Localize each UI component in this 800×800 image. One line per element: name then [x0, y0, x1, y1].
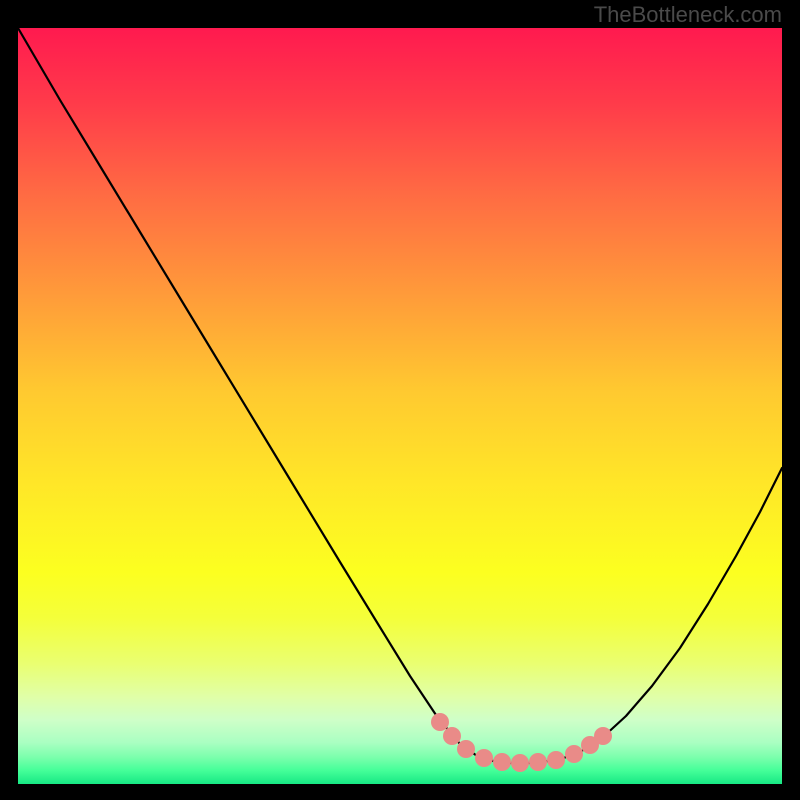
optimal-marker — [475, 749, 493, 767]
bottleneck-chart — [0, 0, 800, 800]
watermark-text: TheBottleneck.com — [594, 2, 782, 28]
optimal-marker — [457, 740, 475, 758]
optimal-marker — [493, 753, 511, 771]
plot-background-gradient — [18, 28, 782, 784]
optimal-marker — [443, 727, 461, 745]
optimal-marker — [511, 754, 529, 772]
optimal-marker — [565, 745, 583, 763]
optimal-marker — [594, 727, 612, 745]
optimal-marker — [547, 751, 565, 769]
optimal-marker — [529, 753, 547, 771]
optimal-marker — [431, 713, 449, 731]
